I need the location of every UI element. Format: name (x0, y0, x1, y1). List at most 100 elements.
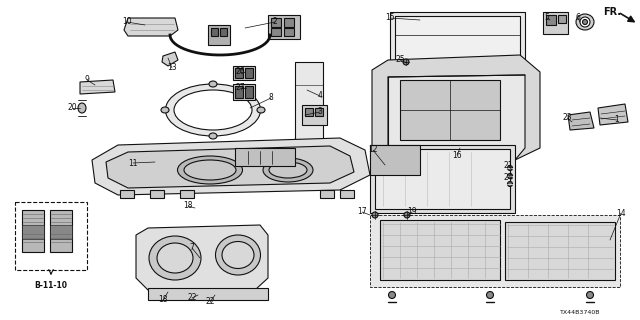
Ellipse shape (161, 107, 169, 113)
Bar (235, 148, 295, 166)
Text: 18: 18 (183, 202, 193, 211)
Text: 15: 15 (385, 13, 395, 22)
Text: 27: 27 (235, 84, 245, 92)
Bar (120, 190, 134, 198)
Bar (22, 225, 44, 239)
Text: 17: 17 (357, 207, 367, 217)
Polygon shape (124, 18, 178, 36)
Ellipse shape (269, 162, 307, 178)
Ellipse shape (166, 84, 260, 136)
Text: 21: 21 (503, 161, 513, 170)
Ellipse shape (174, 90, 252, 130)
Bar (558, 15, 566, 23)
Ellipse shape (177, 156, 243, 184)
Ellipse shape (157, 243, 193, 273)
Bar (271, 28, 281, 36)
Bar (50, 225, 72, 239)
Bar (268, 15, 300, 39)
Ellipse shape (184, 160, 236, 180)
Ellipse shape (508, 181, 513, 187)
Bar (271, 18, 281, 27)
Text: 10: 10 (122, 18, 132, 27)
Bar (211, 28, 218, 36)
Bar (305, 108, 313, 116)
Text: 11: 11 (128, 158, 138, 167)
Bar (233, 84, 255, 100)
Bar (284, 28, 294, 36)
Bar (148, 288, 268, 300)
Bar (233, 66, 255, 80)
Text: 18: 18 (158, 295, 168, 305)
Polygon shape (370, 145, 420, 175)
Bar (295, 62, 323, 152)
Ellipse shape (586, 292, 593, 299)
Polygon shape (80, 80, 115, 94)
Bar (543, 12, 568, 34)
Text: 8: 8 (269, 93, 273, 102)
Text: 1: 1 (614, 116, 620, 124)
Text: 6: 6 (575, 13, 580, 22)
Bar (370, 215, 620, 287)
Ellipse shape (209, 133, 217, 139)
Ellipse shape (263, 158, 313, 182)
Bar (245, 86, 253, 98)
Ellipse shape (149, 236, 201, 280)
Text: TX44B3740B: TX44B3740B (559, 309, 600, 315)
Ellipse shape (78, 103, 86, 113)
Bar (50, 210, 72, 252)
Ellipse shape (222, 242, 254, 268)
Text: 2: 2 (273, 18, 277, 27)
Ellipse shape (404, 212, 410, 218)
Text: 13: 13 (167, 63, 177, 73)
Text: 22: 22 (188, 293, 196, 302)
Bar (505, 222, 615, 280)
Text: 19: 19 (407, 207, 417, 217)
Text: 3: 3 (317, 108, 323, 116)
Text: 25: 25 (395, 55, 405, 65)
Text: 4: 4 (317, 92, 323, 100)
Ellipse shape (576, 14, 594, 30)
Ellipse shape (508, 165, 513, 171)
Polygon shape (106, 146, 354, 188)
Bar (400, 80, 500, 140)
Text: 5: 5 (545, 13, 549, 22)
Bar (150, 190, 164, 198)
Ellipse shape (372, 212, 378, 218)
Bar (284, 18, 294, 27)
Bar (370, 145, 515, 213)
Bar (22, 210, 44, 252)
Ellipse shape (388, 292, 396, 299)
Bar (235, 86, 243, 98)
Bar (235, 68, 243, 78)
Polygon shape (463, 148, 478, 164)
Polygon shape (136, 225, 268, 290)
Bar (546, 15, 556, 25)
Text: 22: 22 (205, 298, 215, 307)
Text: 12: 12 (368, 146, 378, 155)
Ellipse shape (403, 59, 409, 65)
Text: 16: 16 (452, 150, 462, 159)
Ellipse shape (582, 20, 588, 25)
Text: 20: 20 (67, 103, 77, 113)
Text: 9: 9 (84, 76, 90, 84)
Bar (375, 149, 510, 209)
Bar (320, 190, 334, 198)
Bar (208, 25, 230, 45)
Bar (390, 12, 525, 67)
Text: FR.: FR. (603, 7, 621, 17)
Ellipse shape (257, 107, 265, 113)
Ellipse shape (486, 292, 493, 299)
Bar (340, 190, 354, 198)
Bar (315, 108, 323, 116)
Text: 24: 24 (503, 173, 513, 182)
Text: 23: 23 (562, 114, 572, 123)
Bar (302, 105, 327, 125)
Polygon shape (598, 104, 628, 125)
Ellipse shape (508, 173, 513, 179)
Bar (380, 220, 500, 280)
Polygon shape (372, 55, 540, 162)
Polygon shape (568, 112, 594, 130)
Polygon shape (388, 75, 525, 162)
Bar (15, 202, 87, 270)
Text: 7: 7 (189, 244, 195, 252)
